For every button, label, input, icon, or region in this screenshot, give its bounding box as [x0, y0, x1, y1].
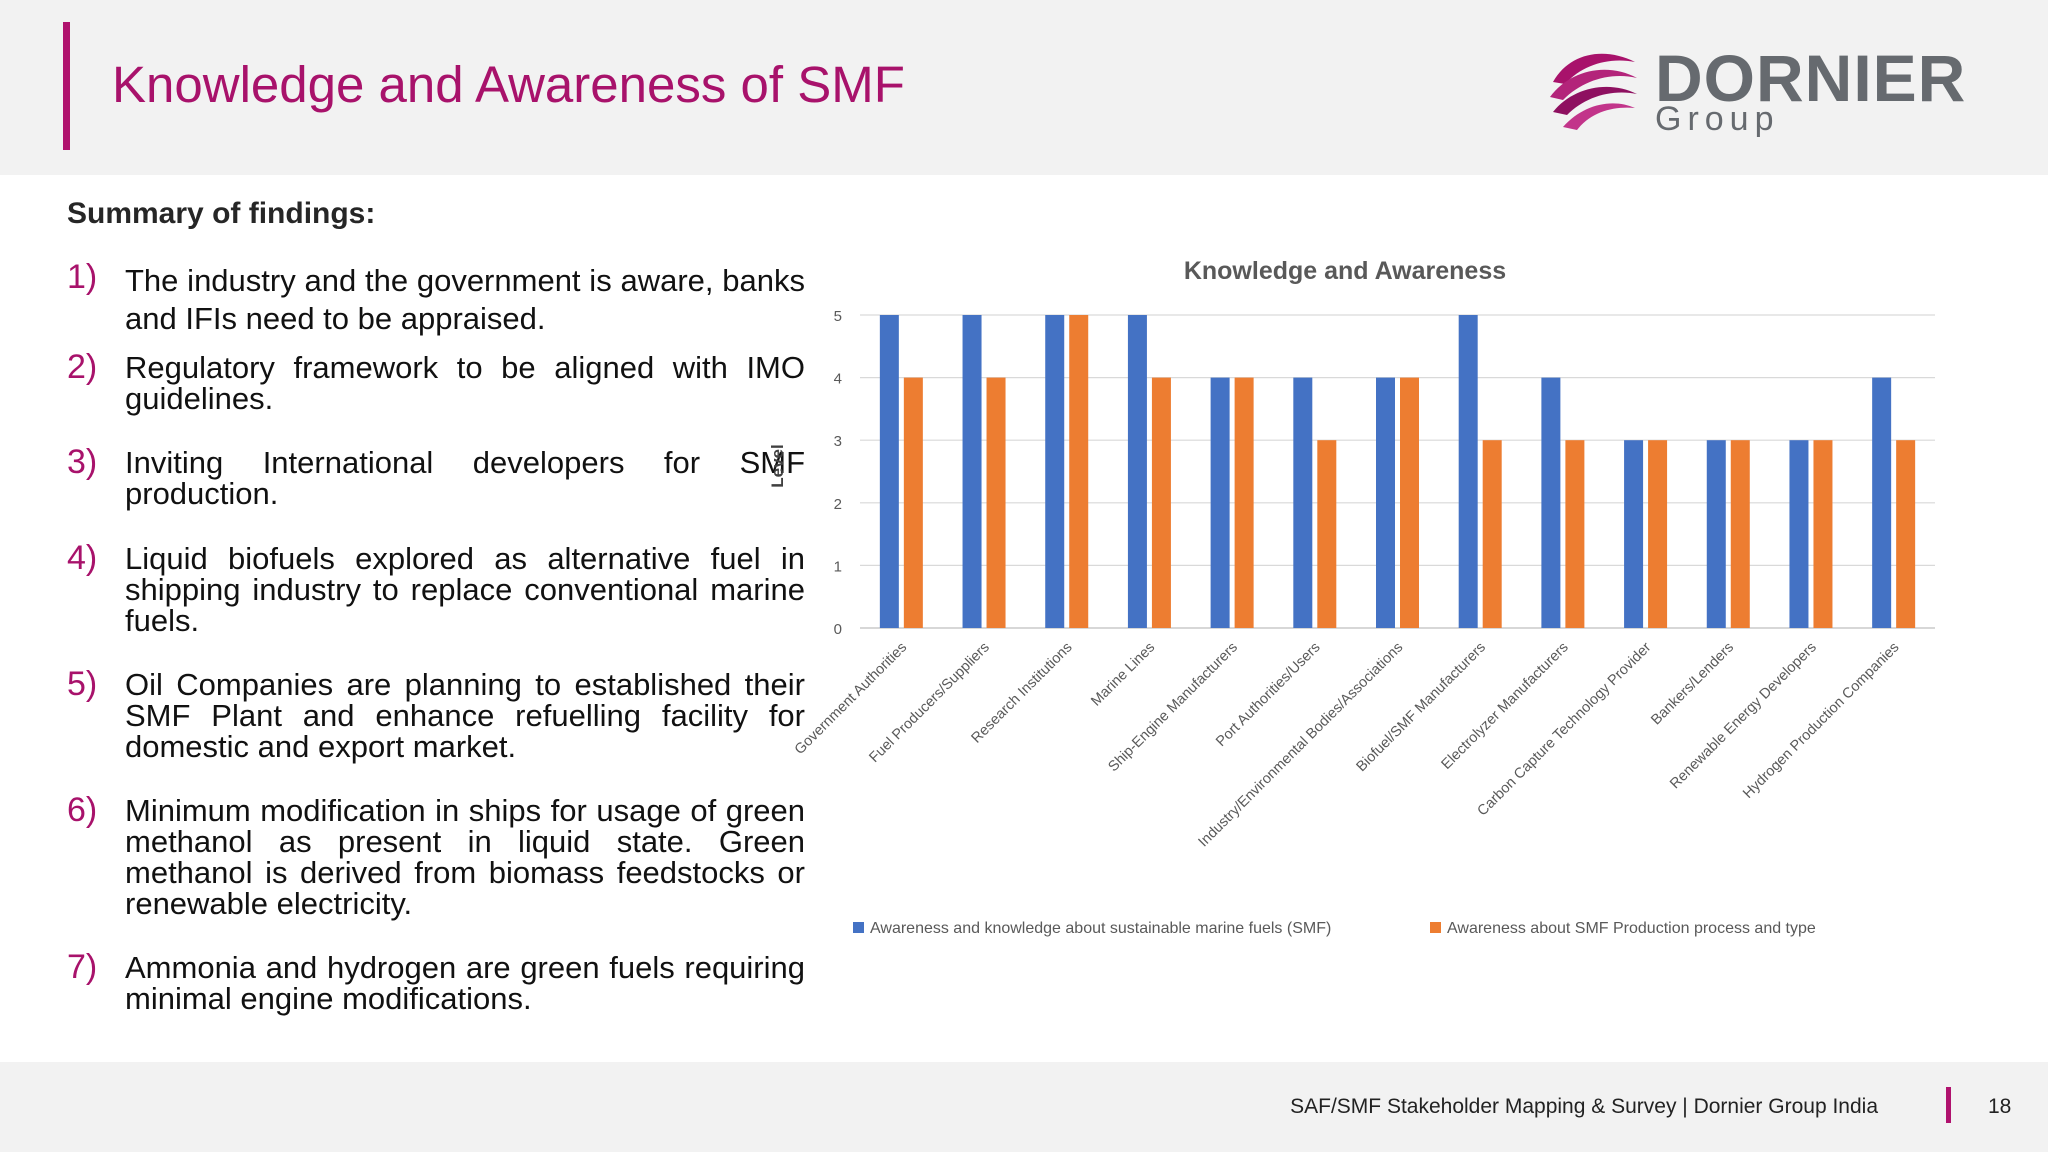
knowledge-awareness-chart: Knowledge and Awareness Level 0 1 2 3 4 5 Gov…: [768, 257, 1935, 937]
footer-accent-bar: [1946, 1087, 1951, 1123]
x-tick-label: Hydrogen Production Companies: [1740, 640, 1902, 802]
footer-text: SAF/SMF Stakeholder Mapping & Survey | D…: [1290, 1095, 1878, 1118]
bar-series2-8: [1482, 440, 1502, 628]
bar-series2-6: [1317, 440, 1337, 628]
slide-footer: SAF/SMF Stakeholder Mapping & Survey | D…: [0, 1062, 2048, 1152]
finding-text: The industry and the government is aware…: [125, 263, 805, 336]
bar-series1-11: [1706, 440, 1726, 628]
bar-series1-7: [1376, 377, 1395, 628]
bar-series2-13: [1896, 440, 1916, 628]
bar-series1-5: [1210, 377, 1230, 628]
bar-series1-2: [962, 315, 982, 628]
bar-series1-6: [1293, 377, 1313, 628]
bar-series2-12: [1813, 440, 1833, 628]
slide-header: Knowledge and Awareness of SMF DORNIER G…: [0, 0, 2048, 175]
finding-number: 5): [67, 665, 98, 703]
bar-series1-13: [1872, 377, 1892, 628]
y-tick-label: 5: [834, 308, 842, 325]
finding-text: Liquid biofuels explored as alternative …: [125, 541, 805, 638]
finding-number: 4): [67, 539, 98, 577]
bar-series1-8: [1458, 315, 1478, 628]
page-number: 18: [1988, 1095, 2012, 1118]
legend-label: Awareness and knowledge about sustainabl…: [870, 920, 1331, 937]
finding-text: Oil Companies are planning to establishe…: [125, 667, 805, 764]
finding-text: Inviting International developers for SM…: [125, 445, 805, 511]
finding-text: Minimum modification in ships for usage …: [125, 793, 805, 921]
logo-subtitle: Group: [1655, 100, 1780, 138]
dornier-logo-icon: [1550, 53, 1637, 130]
legend-label: Awareness about SMF Production process a…: [1447, 920, 1816, 937]
y-tick-label: 2: [834, 496, 842, 513]
chart-title: Knowledge and Awareness: [1184, 257, 1506, 285]
bar-series1-4: [1127, 315, 1147, 628]
legend-swatch: [853, 922, 864, 933]
finding-number: 6): [67, 791, 98, 829]
bar-series2-4: [1151, 377, 1171, 628]
dornier-logo: DORNIER Group: [1545, 38, 1995, 148]
y-tick-label: 0: [834, 621, 842, 638]
bar-series1-3: [1045, 315, 1065, 628]
x-tick-label: Renewable Energy Developers: [1667, 640, 1820, 793]
y-tick-label: 4: [834, 371, 842, 388]
finding-number: 1): [67, 258, 98, 296]
bar-series2-1: [903, 377, 923, 628]
bar-series1-10: [1624, 440, 1644, 628]
legend-swatch: [1430, 922, 1441, 933]
bar-series2-3: [1069, 315, 1089, 628]
chart-legend: Awareness and knowledge about sustainabl…: [853, 920, 1816, 937]
page-title: Knowledge and Awareness of SMF: [112, 56, 905, 113]
finding-text: Regulatory framework to be aligned with …: [125, 350, 805, 416]
y-axis-label: Level: [768, 444, 787, 487]
bar-series2-9: [1565, 440, 1585, 628]
y-tick-label: 3: [834, 433, 842, 450]
chart-bars: [879, 315, 1916, 628]
y-tick-labels: 0 1 2 3 4 5: [834, 308, 842, 638]
bar-series2-2: [986, 377, 1006, 628]
bar-series2-5: [1234, 377, 1254, 628]
bar-series2-11: [1730, 440, 1750, 628]
bar-series1-12: [1789, 440, 1809, 628]
x-tick-label: Marine Lines: [1088, 640, 1158, 710]
bar-series2-7: [1400, 377, 1419, 628]
chart-gridlines: [860, 314, 1935, 629]
x-tick-label: Bankers/Lenders: [1648, 640, 1737, 729]
bar-series1-9: [1541, 377, 1561, 628]
summary-heading: Summary of findings:: [67, 197, 376, 230]
logo-wordmark: DORNIER: [1655, 41, 1967, 115]
finding-text: Ammonia and hydrogen are green fuels req…: [125, 950, 805, 1016]
finding-number: 2): [67, 348, 98, 386]
y-tick-label: 1: [834, 558, 842, 575]
bar-series1-1: [879, 315, 899, 628]
bar-series2-10: [1648, 440, 1668, 628]
x-tick-label: Carbon Capture Technology Provider: [1475, 639, 1655, 819]
finding-number: 3): [67, 443, 98, 481]
title-accent-bar: [63, 22, 70, 150]
finding-number: 7): [67, 948, 98, 986]
